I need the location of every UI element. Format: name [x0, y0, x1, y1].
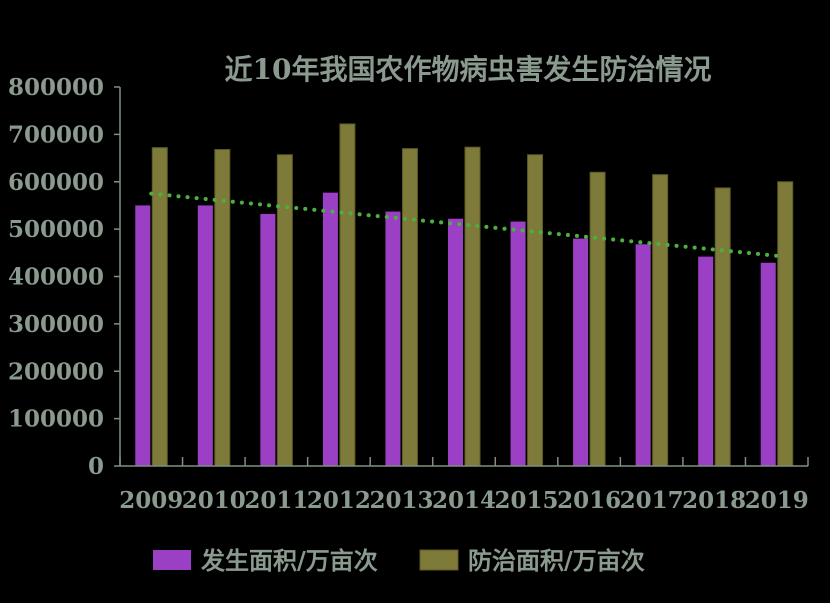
y-tick-label: 800000: [8, 74, 104, 101]
x-tick-label: 2012: [307, 487, 371, 514]
y-tick-label: 700000: [8, 121, 104, 148]
bar-control-2016: [589, 171, 606, 467]
bar-control-2015: [527, 154, 544, 467]
y-tick-label: 300000: [8, 311, 104, 338]
x-tick-label: 2017: [620, 487, 684, 514]
bar-occurrence-2016: [573, 238, 589, 466]
x-tick-label: 2011: [244, 487, 308, 514]
bar-control-2013: [401, 148, 418, 467]
bar-occurrence-2017: [635, 244, 651, 466]
x-tick-label: 2014: [432, 487, 496, 514]
bar-occurrence-2010: [197, 205, 213, 466]
y-tick-label: 400000: [8, 264, 104, 291]
y-tick-label: 0: [88, 453, 104, 480]
x-tick-label: 2019: [745, 487, 809, 514]
bar-occurrence-2013: [385, 211, 401, 466]
trendline-line: [149, 191, 779, 258]
bar-occurrence-2019: [760, 262, 776, 466]
x-axis-ticks: 2009201020112012201320142015201620172018…: [119, 487, 808, 514]
legend-label-occurrence: 发生面积/万亩次: [200, 546, 378, 575]
bar-control-2012: [339, 123, 356, 467]
legend: 发生面积/万亩次 防治面积/万亩次: [153, 546, 645, 575]
x-tick-label: 2015: [495, 487, 559, 514]
bar-control-2019: [777, 181, 794, 467]
y-axis-ticks: 0 100000 200000 300000 400000 500000 600000 700…: [8, 74, 120, 480]
bar-control-2010: [214, 149, 231, 467]
y-tick-label: 500000: [8, 216, 104, 243]
bar-occurrence-2018: [698, 256, 714, 466]
x-tick-label: 2009: [119, 487, 183, 514]
legend-swatch-control: [419, 549, 459, 571]
bar-control-2014: [464, 146, 481, 467]
bar-occurrence-2011: [260, 213, 276, 466]
bar-control-2017: [652, 174, 669, 467]
y-tick-label: 200000: [8, 358, 104, 385]
bar-occurrence-2009: [135, 205, 151, 466]
trendline: [149, 191, 779, 258]
bar-control-2018: [714, 187, 731, 467]
y-tick-label: 100000: [8, 406, 104, 433]
x-tick-label: 2013: [369, 487, 433, 514]
bar-occurrence-2015: [510, 221, 526, 466]
bar-occurrence-2012: [322, 192, 338, 467]
axes: [119, 87, 809, 467]
y-tick-label: 600000: [8, 169, 104, 196]
bars: [135, 123, 794, 467]
x-tick-label: 2010: [182, 487, 246, 514]
chart-title: 近10年我国农作物病虫害发生防治情况: [225, 53, 712, 86]
x-tick-label: 2018: [682, 487, 746, 514]
legend-label-control: 防治面积/万亩次: [468, 546, 645, 575]
bar-occurrence-2014: [448, 218, 463, 466]
legend-swatch-occurrence: [153, 550, 191, 570]
bar-control-2011: [276, 154, 293, 467]
x-tick-label: 2016: [557, 487, 621, 514]
